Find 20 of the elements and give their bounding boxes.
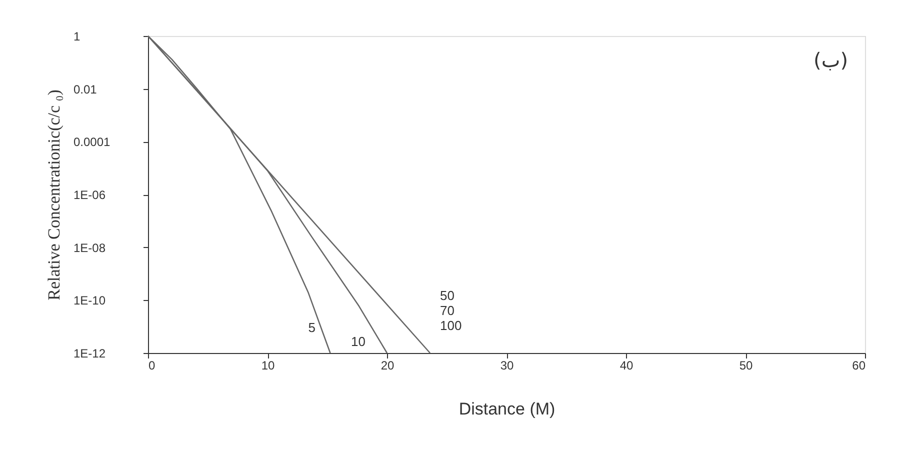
x-tick-label: 50	[739, 358, 753, 372]
x-tick-label: 60	[852, 358, 866, 372]
x-tick-label: 30	[500, 358, 514, 372]
y-tick-label: 1E-10	[74, 294, 106, 308]
series-label: 10	[351, 334, 366, 349]
series-label: 50 70 100	[440, 288, 462, 333]
y-tick-label: 1	[74, 30, 80, 44]
y-tick-label: 0.0001	[74, 135, 111, 150]
x-tick-label: 20	[380, 358, 394, 372]
y-tick-label: 1E-06	[74, 188, 106, 202]
y-tick-label: 1E-12	[74, 346, 106, 360]
series-label: 5	[308, 320, 316, 335]
y-tick-label: 1E-08	[74, 240, 106, 255]
x-tick-label: 10	[261, 358, 275, 372]
x-axis-title: Distance (M)	[458, 400, 556, 418]
y-tick-label: 0.01	[74, 82, 98, 96]
x-tick-label: 40	[620, 358, 634, 372]
x-tick-label: 0	[148, 358, 156, 372]
annotation: (ب)	[814, 48, 848, 72]
y-axis-title: Relative Concentrationic(c/c ₀)	[44, 90, 64, 300]
